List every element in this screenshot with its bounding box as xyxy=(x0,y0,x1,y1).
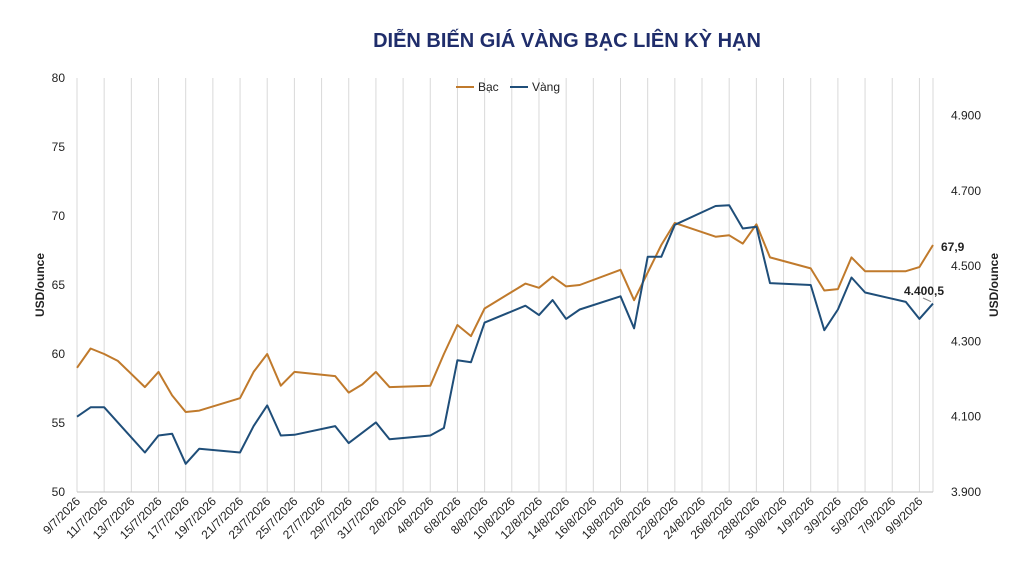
chart-title: DIỄN BIẾN GIÁ VÀNG BẠC LIÊN KỲ HẠN xyxy=(373,28,761,52)
silver-end-label: 67,9 xyxy=(941,240,965,254)
y-left-axis-title: USD/ounce xyxy=(33,253,47,317)
y-left-tick-label: 75 xyxy=(52,140,66,154)
y-right-tick-label: 4.500 xyxy=(951,259,981,273)
y-left-tick-label: 70 xyxy=(52,209,66,223)
y-left-tick-label: 50 xyxy=(52,485,66,499)
y-left-tick-label: 65 xyxy=(52,278,66,292)
legend-label: Vàng xyxy=(532,80,560,94)
y-right-tick-label: 4.300 xyxy=(951,334,981,348)
y-right-tick-label: 4.900 xyxy=(951,109,981,123)
grid xyxy=(76,78,934,492)
end-labels: 67,9 4.400,5 xyxy=(904,240,965,303)
y-right-tick-label: 4.100 xyxy=(951,410,981,424)
y-right-tick-label: 4.700 xyxy=(951,184,981,198)
series-layer xyxy=(76,204,934,465)
y-right-tick-label: 3.900 xyxy=(951,485,981,499)
gold-end-label: 4.400,5 xyxy=(904,284,944,298)
series-line-silver xyxy=(76,221,934,413)
gold-label-leader xyxy=(922,297,932,303)
y-right-axis-title: USD/ounce xyxy=(987,253,1001,317)
legend-label: Bạc xyxy=(478,80,499,94)
y-left-tick-label: 80 xyxy=(52,71,66,85)
series-line-gold xyxy=(76,204,934,465)
y-left-tick-label: 60 xyxy=(52,347,66,361)
axes: 9/7/202611/7/202613/7/202615/7/202617/7/… xyxy=(33,71,1001,542)
y-left-tick-label: 55 xyxy=(52,416,66,430)
legend: Bạc Vàng xyxy=(456,80,560,94)
